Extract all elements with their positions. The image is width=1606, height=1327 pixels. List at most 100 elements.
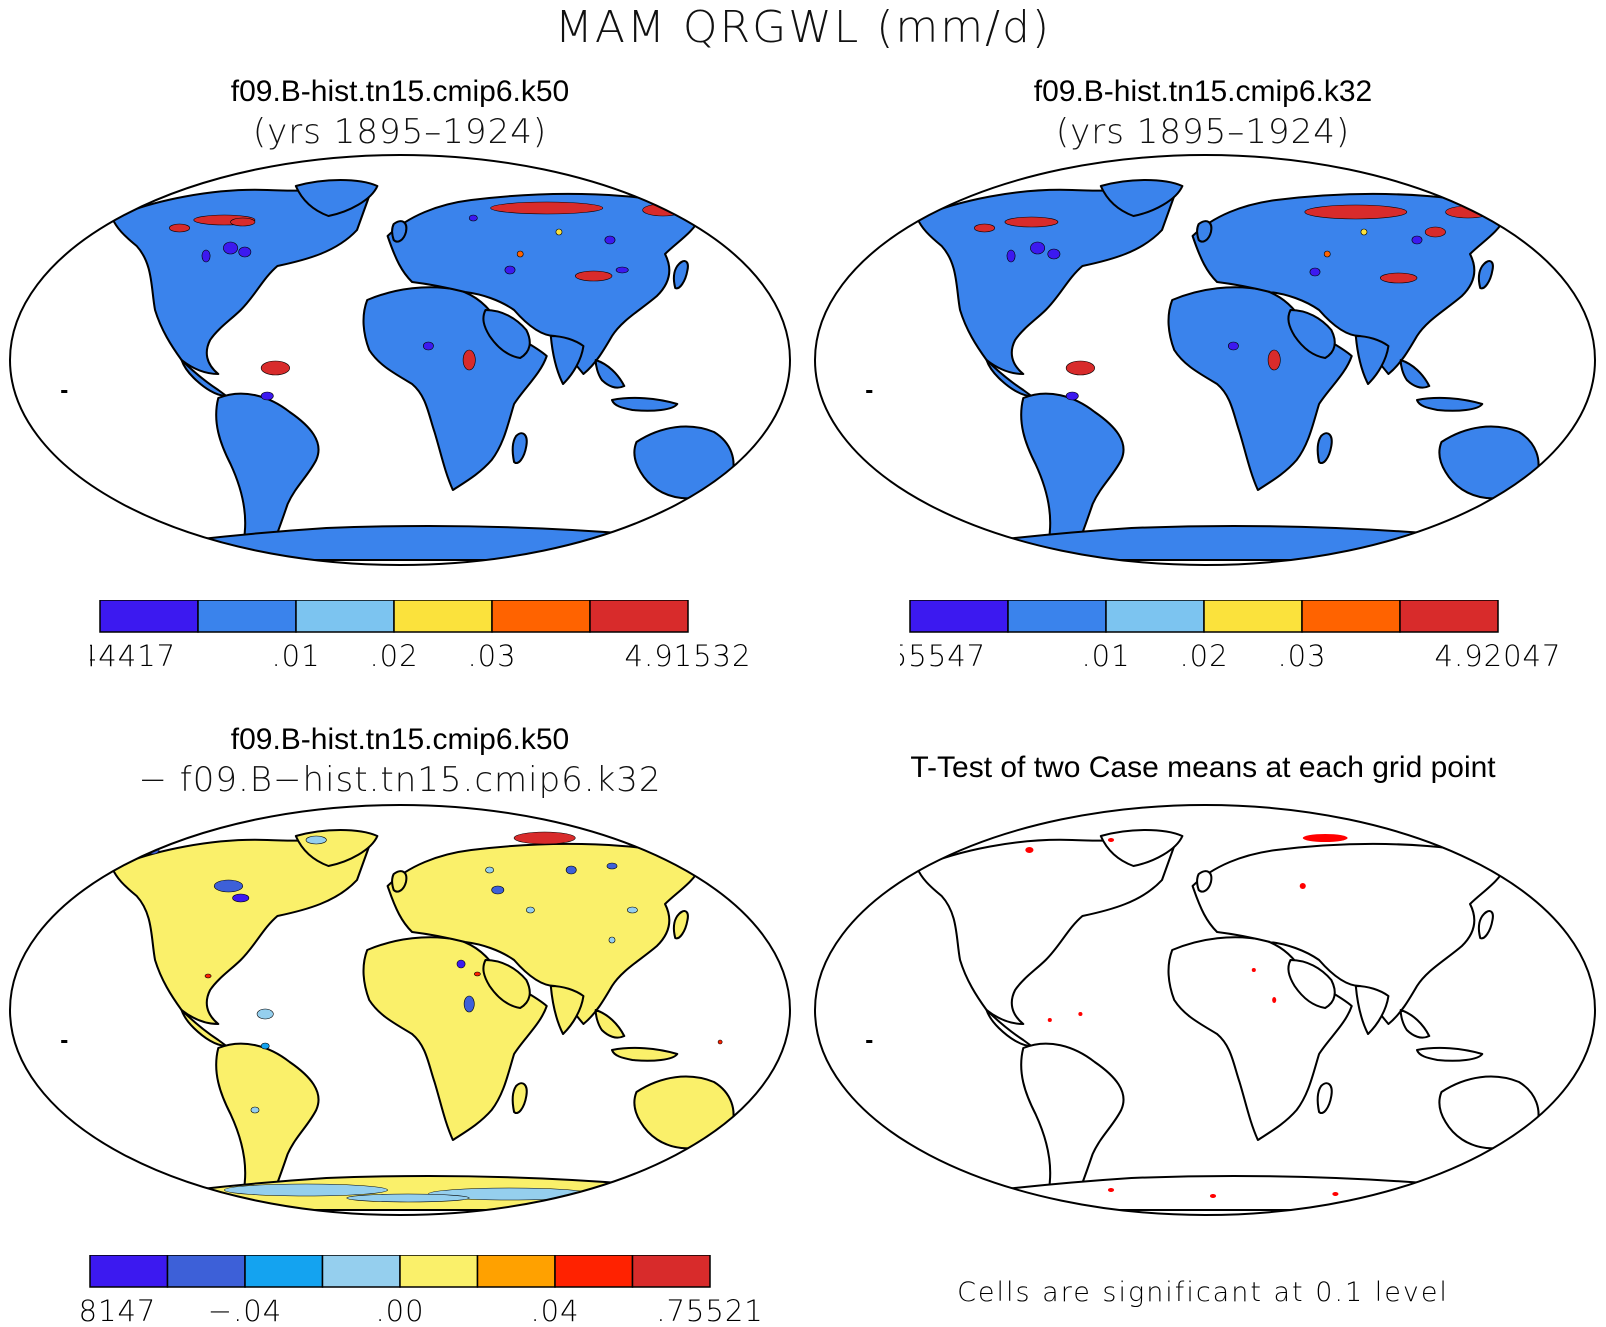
field-cell: [260, 1042, 270, 1050]
colorbar-segment: [89, 1255, 169, 1288]
land-greenland: [1099, 829, 1184, 867]
colorbar-segment: [295, 600, 395, 633]
field-cell: [1439, 832, 1477, 844]
field-cell: [1065, 360, 1095, 376]
colorbar-label: −.04: [208, 1294, 282, 1327]
field-cell: [1360, 228, 1368, 236]
land-indonesia: [610, 1046, 679, 1062]
island: [1549, 1140, 1556, 1143]
colorbar-segment: [244, 1255, 324, 1288]
field-cell: [1299, 883, 1306, 889]
land-india: [1354, 335, 1390, 385]
island: [845, 878, 852, 881]
field-cell: [555, 228, 563, 236]
land-arabia: [1287, 959, 1336, 1009]
field-cell: [473, 971, 481, 977]
field-cell: [204, 973, 212, 979]
colorbar-label: −6.44417: [90, 639, 176, 673]
field-cell: [574, 270, 613, 282]
island: [744, 490, 751, 493]
colorbar-label: .02: [369, 639, 418, 673]
map-diff: [9, 804, 791, 1216]
colorbar-segment: [1105, 600, 1205, 633]
field-cell: [305, 835, 327, 845]
field-cell: [604, 235, 616, 245]
land-northAmerica: [111, 838, 371, 1025]
island: [40, 878, 47, 881]
field-cell: [1379, 272, 1418, 284]
island: [1549, 490, 1556, 493]
field-cell: [1107, 1188, 1115, 1192]
field-cell: [1047, 1018, 1052, 1022]
land-japan: [1477, 910, 1494, 940]
field-cell: [250, 1106, 260, 1114]
land-greenland: [1099, 179, 1184, 217]
land-eurasia: [386, 192, 701, 375]
field-cell: [422, 341, 434, 351]
colorbar-label: .04: [530, 1294, 579, 1327]
field-cell: [1078, 1012, 1083, 1016]
land-centralAmerica: [180, 1009, 228, 1047]
colorbar-label: .75521: [656, 1294, 763, 1327]
island: [894, 220, 901, 223]
field-cell: [1411, 235, 1423, 245]
colorbar-segment: [1007, 600, 1107, 633]
land-indonesia: [610, 396, 679, 412]
field-cell: [1302, 834, 1348, 842]
colorbar-label: −.88147: [80, 1294, 156, 1327]
field-cell: [1227, 341, 1239, 351]
land-seAsia: [594, 1009, 626, 1039]
land-uk: [1196, 220, 1213, 243]
land-eurasia: [1191, 192, 1506, 375]
field-cell: [1323, 250, 1331, 258]
land-eurasia: [1191, 842, 1506, 1025]
island: [89, 870, 96, 873]
colorbar-segment: [321, 1255, 401, 1288]
field-cell: [462, 349, 476, 371]
land-centralAmerica: [180, 359, 228, 397]
land-japan: [1477, 260, 1494, 290]
colorbar-segment: [909, 600, 1009, 633]
field-cell: [642, 203, 684, 217]
panel-title-diff: f09.B-hist.tn15.cmip6.k50: [230, 723, 570, 756]
field-cell: [504, 265, 516, 275]
field-cell: [606, 862, 618, 870]
island: [866, 390, 873, 393]
panel-subtitle-diff: − f09.B−hist.tn15.cmip6.k32: [138, 760, 662, 800]
island: [40, 228, 47, 231]
island: [744, 1140, 751, 1143]
colorbar-segment: [399, 1255, 479, 1288]
field-cell: [256, 1008, 274, 1020]
map-border: [9, 154, 791, 566]
colorbar-segment: [393, 600, 493, 633]
colorbar-label: .03: [1277, 639, 1326, 673]
land-centralAmerica: [985, 359, 1033, 397]
panel-title-k32: f09.B-hist.tn15.cmip6.k32: [1033, 75, 1373, 108]
field-cell: [463, 995, 475, 1013]
field-cell: [1332, 1192, 1339, 1196]
island: [1580, 430, 1587, 433]
island: [894, 870, 901, 873]
colorbar-k32: −6.55547 .01 .02 .03 4.92047: [900, 600, 1560, 673]
colorbar-segment: [1203, 600, 1303, 633]
land-indonesia: [1415, 396, 1484, 412]
map-k50: [9, 154, 791, 566]
field-cell: [238, 246, 252, 258]
land-centralAmerica: [985, 1009, 1033, 1047]
field-cell: [516, 250, 524, 258]
land-indonesia: [1415, 1046, 1484, 1062]
field-cell: [513, 831, 576, 845]
land-northAmerica: [111, 188, 371, 375]
significance-note: Cells are significant at 0.1 level: [957, 1277, 1449, 1308]
island: [866, 1040, 873, 1043]
colorbar-label: −6.55547: [900, 639, 986, 673]
land-madagascar: [1316, 432, 1333, 464]
land-uk: [391, 220, 408, 243]
colorbar-segment: [554, 1255, 634, 1288]
field-cell: [260, 360, 290, 376]
land-uk: [1196, 870, 1213, 893]
land-eurasia: [386, 842, 701, 1025]
field-cell: [615, 266, 629, 274]
field-cell: [1424, 226, 1446, 238]
island: [61, 1040, 68, 1043]
